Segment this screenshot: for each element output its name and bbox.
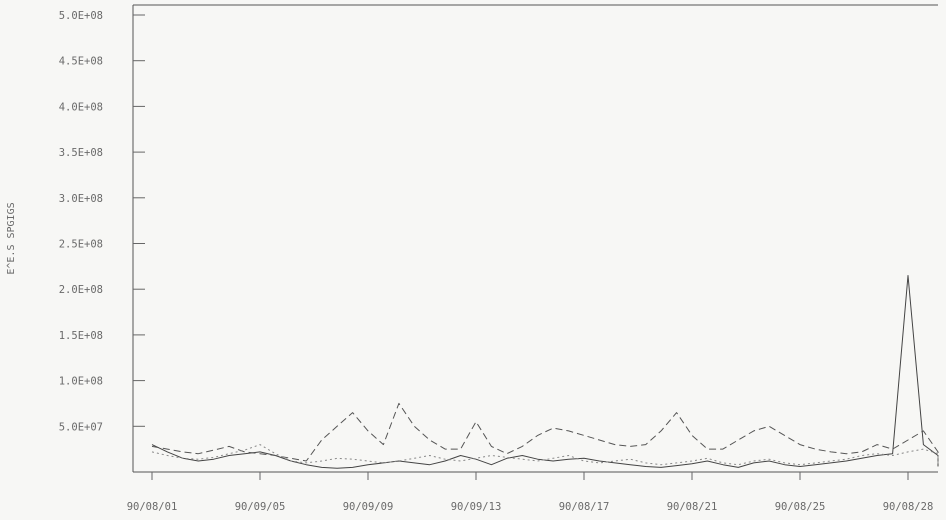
x-tick-label: 90/09/05: [235, 501, 286, 513]
y-tick-label: 1.0E+08: [59, 376, 103, 388]
x-tick-label: 90/08/01: [127, 501, 178, 513]
x-tick-label: 90/08/25: [775, 501, 826, 513]
y-tick-label: 4.0E+08: [59, 101, 103, 113]
x-tick-label: 90/08/21: [667, 501, 718, 513]
series-layer: [151, 275, 939, 469]
x-tick-label: 90/08/17: [559, 501, 610, 513]
y-tick-label: 1.5E+08: [59, 330, 103, 342]
series-line-solid: [151, 275, 939, 469]
x-tick-label: 90/09/09: [343, 501, 394, 513]
y-tick-label: 5.0E+07: [59, 421, 103, 433]
y-tick-label: 3.5E+08: [59, 147, 103, 159]
axes: 5.0E+07 1.0E+08 1.5E+08 2.0E+08 2.5E+08 3.0E+…: [59, 4, 938, 513]
y-axis-title: E^E.S SPGIGS: [6, 202, 17, 274]
y-tick-label: 4.5E+08: [59, 56, 103, 68]
y-tick-label: 2.5E+08: [59, 239, 103, 251]
x-tick-label: 90/08/28: [883, 501, 934, 513]
y-tick-label: 5.0E+08: [59, 10, 103, 22]
series-line-dotted: [151, 444, 939, 467]
x-tick-label: 90/09/13: [451, 501, 502, 513]
y-tick-label: 3.0E+08: [59, 193, 103, 205]
series-line-dashed: [151, 402, 939, 468]
y-tick-label: 2.0E+08: [59, 284, 103, 296]
